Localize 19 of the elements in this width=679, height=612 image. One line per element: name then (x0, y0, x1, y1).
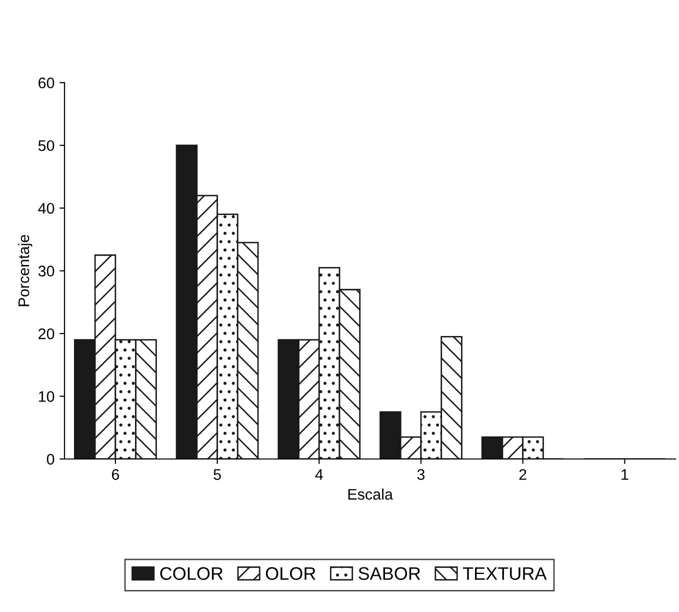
x-tick-label: 4 (315, 469, 323, 480)
x-tick-label: 2 (519, 469, 526, 480)
y-axis-title: Porcentaje (18, 234, 32, 306)
y-tick-label: 50 (38, 140, 54, 152)
y-tick-label: 60 (38, 77, 54, 88)
x-tick-label: 3 (417, 469, 425, 480)
y-tick-label: 40 (38, 202, 54, 214)
y-tick-label: 20 (38, 328, 54, 340)
legend-label: SABOR (358, 567, 420, 580)
x-tick-label: 1 (622, 469, 628, 480)
y-tick-label: 30 (38, 266, 54, 276)
legend-label: OLOR (266, 567, 316, 580)
x-axis-title: Escala (348, 488, 393, 500)
x-tick-label: 6 (112, 469, 120, 480)
legend-label: COLOR (160, 567, 223, 580)
y-tick-label: 10 (38, 391, 54, 402)
legend-label: TEXTURA (462, 567, 547, 580)
y-tick-label: 0 (46, 454, 54, 465)
x-tick-label: 5 (214, 469, 221, 480)
